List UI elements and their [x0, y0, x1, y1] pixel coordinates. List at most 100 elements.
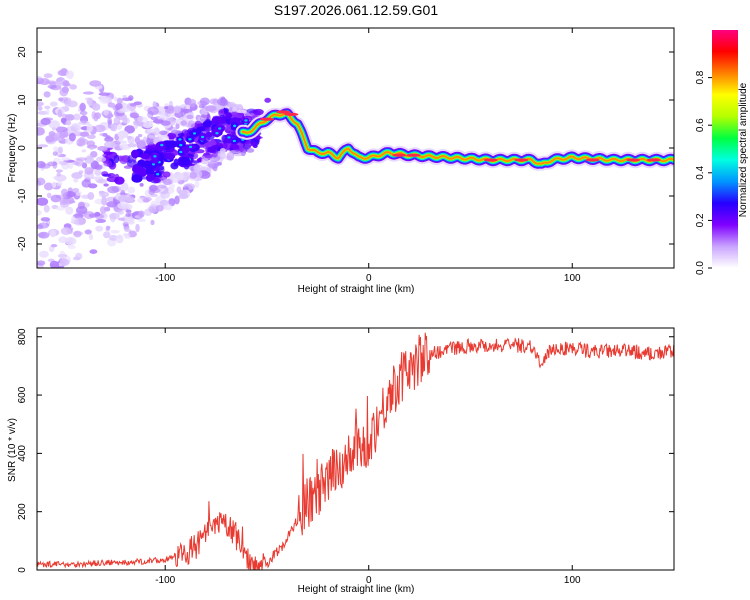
- spectrogram-blob: [103, 183, 109, 187]
- spectrogram-blob: [79, 102, 86, 112]
- spectrogram-blob-strong: [144, 169, 155, 176]
- spectrogram-blob: [123, 165, 133, 169]
- spectrogram-blob: [103, 231, 111, 239]
- spectrogram-blob: [139, 183, 144, 187]
- spectrogram-blob: [37, 101, 44, 107]
- spectrogram-blob: [37, 197, 49, 206]
- spectrogram-blob: [56, 181, 63, 187]
- spectrogram-blob: [105, 135, 111, 139]
- spectrogram-blob: [37, 127, 45, 136]
- spectrogram-blob-strong: [178, 156, 191, 166]
- spectrogram-blob: [71, 216, 76, 223]
- snr-y-tick-label: 600: [17, 386, 28, 403]
- snr-x-axis-label: Height of straight line (km): [298, 584, 415, 595]
- spectrogram-blob-strong: [205, 131, 213, 138]
- spectrogram-blob: [173, 105, 181, 114]
- spectrogram-blob: [91, 111, 96, 120]
- colorbar-tick-label: 0.2: [695, 213, 706, 227]
- spectrogram-blob: [73, 178, 79, 183]
- spectrogram-blob: [200, 114, 208, 118]
- spectrogram-blob: [50, 243, 58, 248]
- spectrogram-blob: [105, 225, 111, 231]
- spectrogram-y-tick-label: -10: [17, 188, 28, 203]
- spectrogram-blob: [103, 151, 113, 155]
- ridge-orange: [241, 112, 674, 165]
- colorbar: 0.0 0.2 0.4 0.6 0.8 Normalized spectral ampl…: [695, 30, 749, 275]
- spectrogram-blob-strong: [145, 174, 154, 182]
- spectrogram-blob-core: [153, 155, 157, 158]
- spectrogram-blob: [43, 91, 51, 98]
- snr-y-tick-label: 800: [17, 328, 28, 345]
- spectrogram-blob: [147, 106, 159, 116]
- spectrogram-blob: [60, 188, 69, 196]
- spectrogram-blob: [236, 109, 247, 114]
- spectrogram-blob: [114, 173, 120, 179]
- spectrogram-blob-core: [244, 119, 248, 122]
- spectrogram-blob: [89, 146, 94, 150]
- spectrogram-blob: [86, 123, 93, 133]
- spectrogram-blob: [59, 160, 69, 166]
- spectrogram-blob: [56, 126, 64, 135]
- spectrogram-x-tick-label: -100: [155, 273, 175, 284]
- spectrogram-blob: [81, 149, 87, 153]
- spectrogram-blob: [252, 108, 264, 116]
- spectrogram-blob: [228, 101, 236, 108]
- spectrogram-blob: [150, 116, 159, 121]
- spectrogram-blob: [64, 114, 75, 121]
- spectrogram-blob: [219, 98, 228, 107]
- colorbar-tick-label: 0.4: [695, 165, 706, 179]
- spectrogram-blob: [37, 106, 43, 111]
- spectrogram-blob: [60, 67, 68, 76]
- spectrogram-blob: [143, 121, 152, 129]
- colorbar-gradient: [712, 30, 738, 268]
- spectrogram-blob-strong: [196, 126, 206, 132]
- spectrogram-blob: [175, 122, 180, 130]
- spectrogram-blob-core: [232, 139, 236, 143]
- spectrogram-blob: [116, 97, 123, 104]
- spectrogram-blob-strong: [166, 140, 179, 148]
- spectrogram-blob: [62, 80, 70, 86]
- spectrogram-blob: [180, 120, 187, 126]
- spectrogram-blob: [199, 97, 210, 106]
- spectrogram-blob: [46, 192, 52, 199]
- spectrogram-blob: [38, 250, 49, 258]
- spectrogram-blob-core: [151, 163, 156, 166]
- spectrogram-blob: [119, 107, 131, 113]
- spectrogram-blob: [90, 151, 98, 158]
- spectrogram-blob: [127, 186, 136, 194]
- spectrogram-blob: [64, 236, 77, 246]
- spectrogram-blob: [137, 116, 148, 123]
- spectrogram-blob-core: [156, 172, 160, 176]
- spectrogram-blob: [181, 171, 190, 178]
- spectrogram-blob: [113, 154, 120, 164]
- spectrogram-blob: [200, 158, 210, 165]
- spectrogram-blob-core: [178, 138, 182, 141]
- spectrogram-blob: [137, 210, 145, 218]
- snr-y-tick-label: 400: [17, 445, 28, 462]
- spectrogram-blob: [95, 218, 107, 223]
- spectrogram-blob-core: [179, 150, 183, 154]
- ridge-peak: [585, 158, 600, 162]
- spectrogram-blob: [193, 164, 201, 173]
- spectrogram-blob: [135, 223, 140, 233]
- spectrogram-blob: [108, 212, 120, 220]
- spectrogram-blob-strong: [181, 146, 190, 154]
- spectrogram-blob: [106, 201, 118, 208]
- spectrogram-blob: [86, 97, 94, 105]
- spectrogram-blob: [110, 229, 120, 234]
- spectrogram-blob: [51, 127, 57, 131]
- spectrogram-blob: [224, 108, 229, 114]
- ridge-peak: [514, 158, 529, 162]
- spectrogram-blob-strong: [202, 120, 212, 128]
- spectrogram-blob-core: [218, 127, 222, 130]
- spectrogram-blob: [89, 249, 98, 254]
- spectrogram-blob: [53, 146, 59, 152]
- spectrogram-blob: [110, 123, 116, 129]
- spectrogram-blob: [48, 81, 57, 86]
- spectrogram-blob: [117, 202, 130, 210]
- spectrogram-blob: [146, 128, 157, 133]
- spectrogram-blob: [43, 182, 54, 191]
- spectrogram-blob: [96, 156, 107, 162]
- spectrogram-blob: [250, 141, 256, 147]
- spectrogram-blob: [75, 206, 88, 215]
